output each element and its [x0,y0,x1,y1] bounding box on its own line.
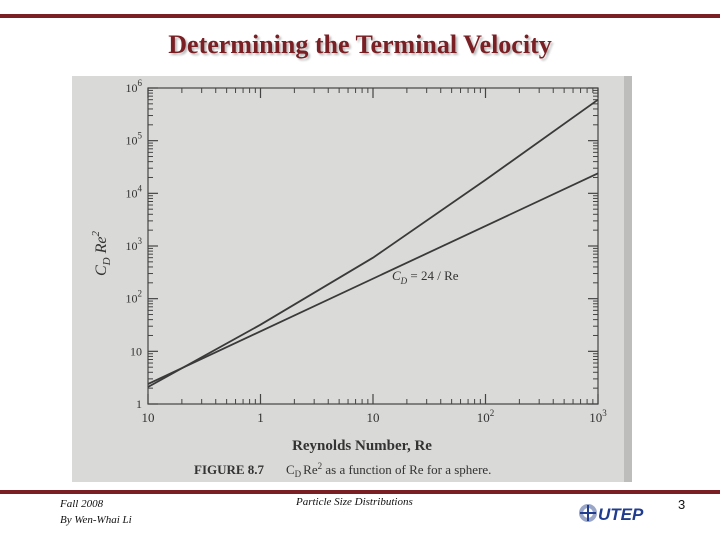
y-tick-label: 106 [126,78,143,95]
y-tick-label: 1 [136,397,142,411]
footer-author: By Wen-Whai Li [60,512,132,528]
x-tick-label: 10 [367,410,380,425]
x-tick-label: 102 [477,408,495,425]
footer-left: Fall 2008 By Wen-Whai Li [60,496,132,528]
svg-text:UTEP: UTEP [598,505,644,524]
plot-frame [148,88,598,404]
y-tick-label: 104 [126,183,143,200]
y-tick-label: 10 [130,344,142,358]
slide-title: Determining the Terminal Velocity [0,30,720,60]
top-rule [0,14,720,18]
x-tick-label: 1 [257,410,264,425]
footer-semester: Fall 2008 [60,496,132,512]
caption-label: FIGURE 8.7 [194,462,265,477]
figure-scan: 10 1 10 102 103 1 10 102 103 104 105 106 CDRe2 Reyn… [72,76,632,482]
y-tick-label: 102 [126,289,143,306]
utep-logo: UTEP [576,500,658,526]
bottom-rule [0,490,720,494]
page-number: 3 [678,497,685,512]
y-axis-label: CDRe2 [90,231,113,277]
figure-caption: FIGURE 8.7 CD Re2 as a function of Re for… [194,461,491,479]
x-tick-label: 103 [589,408,607,425]
y-tick-label: 105 [126,131,143,148]
y-tick-label: 103 [126,236,143,253]
x-axis-label: Reynolds Number, Re [292,438,432,454]
footer-center: Particle Size Distributions [296,496,413,508]
x-tick-label: 10 [142,410,155,425]
caption-text: CD Re2 as a function of Re for a sphere. [286,461,491,479]
